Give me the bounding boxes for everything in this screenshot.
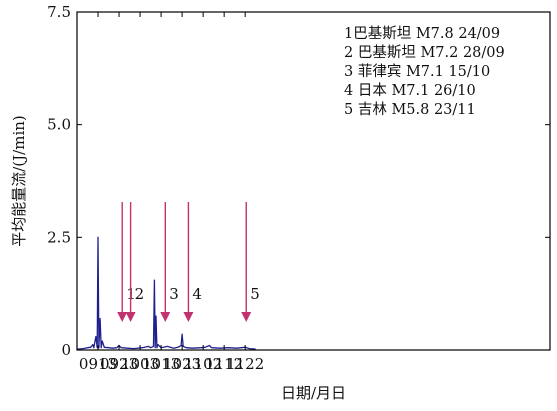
y-tick-label: 0 [61,341,71,359]
event-label: 5 [250,285,260,303]
event-arrow-head [125,312,136,322]
legend: 1巴基斯坦 M7.8 24/09 2 巴基斯坦 M7.2 28/09 3 菲律宾 M… [344,25,505,118]
x-tick-label: 1102 [184,355,222,373]
x-axis-label: 日期/月日 [281,384,346,402]
x-tick-label: 0913 [79,355,117,373]
event-arrow-head [241,312,252,322]
legend-entry: 3 菲律宾 M7.1 15/10 [344,63,490,80]
x-tick-label: 1122 [226,355,264,373]
x-tick-label: 1112 [205,355,243,373]
series-line-0 [76,236,256,350]
y-axis-label: 平均能量流/(J/min) [10,115,28,247]
x-tick-label: 1023 [163,355,201,373]
event-label: 4 [192,285,202,303]
event-arrow-head [183,312,194,322]
event-arrow-head [160,312,171,322]
y-tick-label: 7.5 [47,3,71,21]
y-tick-label: 5.0 [47,116,71,134]
legend-entry: 4 日本 M7.1 26/10 [344,82,476,99]
event-label: 3 [169,285,179,303]
event-arrow-head [117,312,128,322]
x-tick-label: 1013 [142,355,180,373]
plot-frame [76,11,551,351]
legend-entry: 2 巴基斯坦 M7.2 28/09 [344,44,505,61]
legend-entry: 5 吉林 M5.8 23/11 [344,101,476,118]
x-tick-label: 0923 [100,355,138,373]
x-tick-label: 1003 [121,355,159,373]
y-tick-label: 2.5 [47,228,71,246]
legend-entry: 1巴基斯坦 M7.8 24/09 [344,25,500,42]
event-label: 2 [135,285,145,303]
